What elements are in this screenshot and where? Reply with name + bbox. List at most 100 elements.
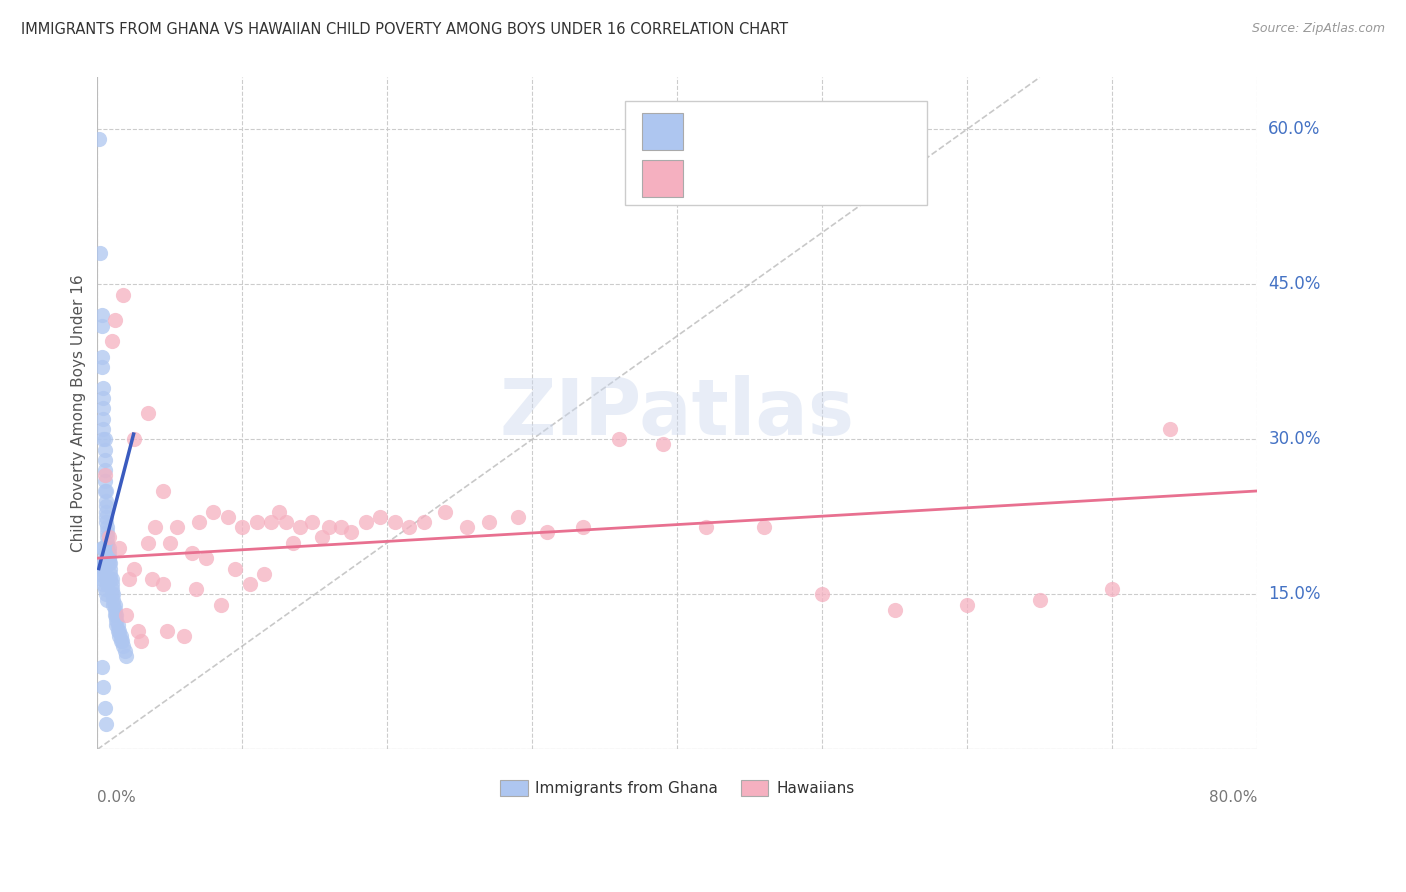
Point xyxy=(398,520,420,534)
Point xyxy=(456,520,478,534)
Y-axis label: Child Poverty Among Boys Under 16: Child Poverty Among Boys Under 16 xyxy=(72,275,86,552)
Point xyxy=(100,557,122,571)
Point xyxy=(91,561,114,575)
Point xyxy=(103,598,125,612)
Point xyxy=(107,624,129,638)
Point xyxy=(384,515,406,529)
Point xyxy=(91,422,114,436)
Point xyxy=(97,557,120,571)
Point xyxy=(96,592,118,607)
Point xyxy=(97,551,120,566)
Point xyxy=(101,572,124,586)
Legend: Immigrants from Ghana, Hawaiians: Immigrants from Ghana, Hawaiians xyxy=(494,774,860,802)
Point xyxy=(91,432,114,446)
Point xyxy=(90,318,112,333)
Point xyxy=(96,525,118,540)
Point xyxy=(89,246,111,260)
Point xyxy=(90,359,112,374)
Point xyxy=(290,520,312,534)
Point xyxy=(100,561,122,575)
Point xyxy=(94,505,117,519)
FancyBboxPatch shape xyxy=(626,101,927,205)
Point xyxy=(97,531,120,545)
Text: IMMIGRANTS FROM GHANA VS HAWAIIAN CHILD POVERTY AMONG BOYS UNDER 16 CORRELATION : IMMIGRANTS FROM GHANA VS HAWAIIAN CHILD … xyxy=(21,22,789,37)
Point xyxy=(87,132,110,146)
Point xyxy=(156,624,179,638)
Point xyxy=(104,603,127,617)
Point xyxy=(267,505,290,519)
Point xyxy=(93,463,115,477)
Point xyxy=(111,633,134,648)
Point xyxy=(94,494,117,508)
Point xyxy=(94,546,117,560)
Point xyxy=(1101,582,1123,597)
Point xyxy=(96,577,118,591)
Point xyxy=(103,592,125,607)
Point xyxy=(93,483,115,498)
Bar xyxy=(643,112,683,150)
Point xyxy=(93,453,115,467)
Point xyxy=(368,509,391,524)
Point xyxy=(115,607,138,622)
Point xyxy=(572,520,595,534)
Point xyxy=(607,432,630,446)
Point xyxy=(93,474,115,488)
Point xyxy=(202,505,225,519)
Point xyxy=(811,587,834,601)
Point xyxy=(90,572,112,586)
Point xyxy=(104,607,127,622)
Point xyxy=(101,577,124,591)
Point xyxy=(311,531,333,545)
Text: 80.0%: 80.0% xyxy=(1209,789,1257,805)
Point xyxy=(108,629,131,643)
Point xyxy=(91,401,114,416)
Point xyxy=(101,582,124,597)
Point xyxy=(94,500,117,514)
Point xyxy=(94,716,117,731)
Point xyxy=(91,381,114,395)
Point xyxy=(101,587,124,601)
Point xyxy=(112,639,135,653)
Point xyxy=(329,520,352,534)
Point xyxy=(104,598,127,612)
Text: 60.0%: 60.0% xyxy=(1268,120,1320,138)
Point xyxy=(114,644,136,658)
Point xyxy=(754,520,776,534)
Point xyxy=(89,557,111,571)
Point xyxy=(354,515,377,529)
Point xyxy=(536,525,558,540)
Point xyxy=(246,515,269,529)
Point xyxy=(94,515,117,529)
Point xyxy=(97,551,120,566)
Point xyxy=(96,531,118,545)
Point xyxy=(89,566,111,581)
Point xyxy=(1159,422,1181,436)
Text: 0.0%: 0.0% xyxy=(97,789,136,805)
Point xyxy=(112,287,135,301)
Point xyxy=(101,334,124,348)
Point xyxy=(110,629,132,643)
Point xyxy=(506,509,529,524)
Point xyxy=(301,515,323,529)
Point xyxy=(91,681,114,695)
Point xyxy=(93,432,115,446)
Point xyxy=(105,607,128,622)
Point xyxy=(217,509,239,524)
Point xyxy=(96,535,118,549)
Point xyxy=(90,308,112,322)
Point xyxy=(91,391,114,405)
Point xyxy=(184,582,207,597)
Point xyxy=(90,659,112,673)
Point xyxy=(115,649,138,664)
Point xyxy=(129,633,152,648)
Bar xyxy=(643,160,683,197)
Point xyxy=(105,618,128,632)
Point xyxy=(107,618,129,632)
Point xyxy=(434,505,457,519)
Point xyxy=(97,546,120,560)
Point xyxy=(209,598,232,612)
Point xyxy=(180,546,202,560)
Point xyxy=(97,541,120,555)
Point xyxy=(274,515,297,529)
Point xyxy=(956,598,979,612)
